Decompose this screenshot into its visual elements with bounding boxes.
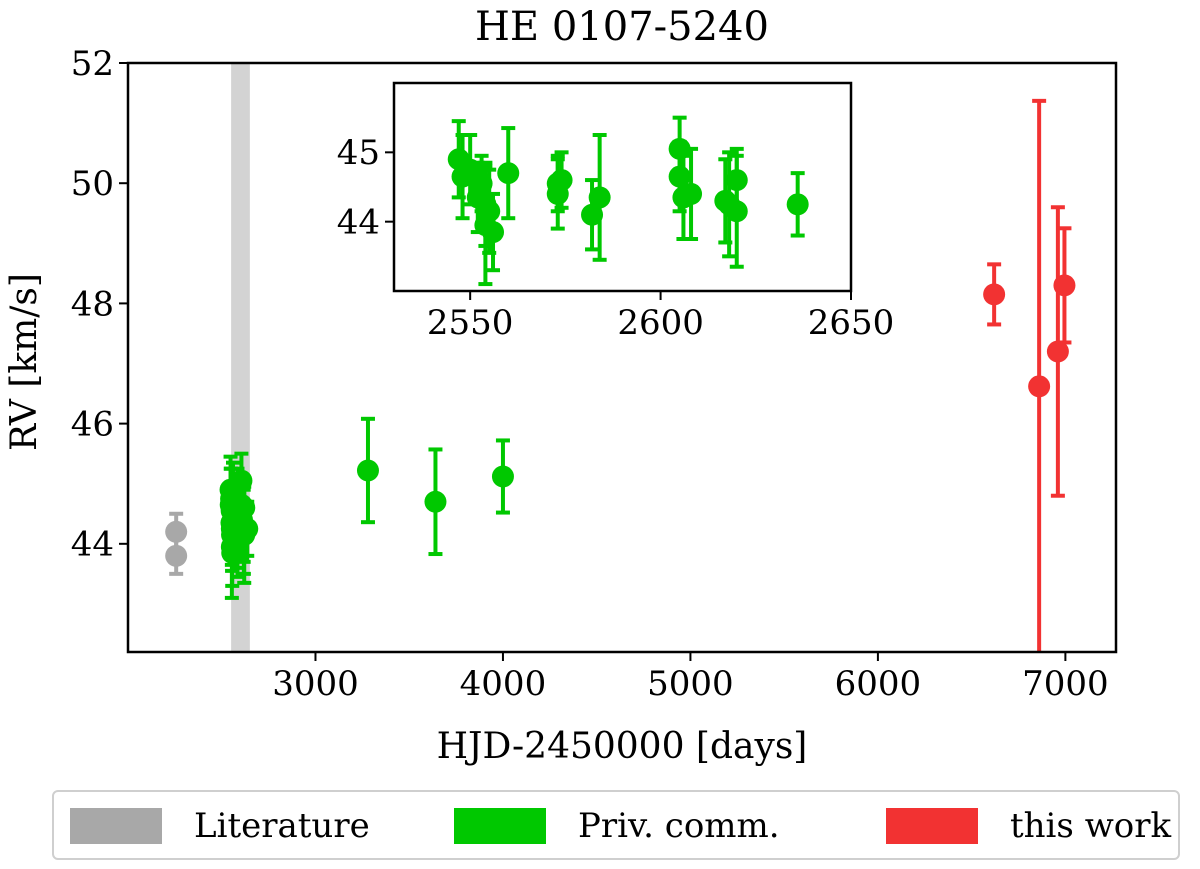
data-point: [983, 283, 1006, 306]
inset-priv-comm-point-9: [497, 126, 520, 221]
legend-label-literature: Literature: [194, 806, 370, 846]
inset-priv-comm-point-18: [680, 146, 703, 241]
data-point: [165, 544, 188, 567]
main-x-tick-label: 3000: [272, 664, 359, 704]
data-point: [1053, 274, 1076, 297]
y-axis-label: RV [km/s]: [4, 273, 45, 451]
data-point: [356, 459, 379, 482]
main-y-tick-label: 46: [71, 405, 114, 445]
data-point: [491, 465, 514, 488]
data-point: [725, 200, 748, 223]
data-point: [786, 193, 809, 216]
data-point: [482, 221, 505, 244]
inset-x-tick-label: 2600: [617, 303, 704, 343]
main-priv-comm-point-24: [356, 416, 379, 525]
data-point: [1046, 340, 1069, 363]
x-axis-label: HJD-2450000 [days]: [437, 726, 808, 767]
data-point: [588, 186, 611, 209]
main-frame: [126, 61, 1118, 654]
inset-series-priv-comm: [447, 115, 809, 287]
data-point: [581, 203, 604, 226]
inset-x-tick-label: 2650: [808, 303, 895, 343]
main-this-work-point-0: [983, 262, 1006, 327]
data-point: [497, 162, 520, 185]
inset-data-layer: [447, 115, 809, 287]
legend-label-priv-comm: Priv. comm.: [578, 806, 780, 846]
legend-item-literature: Literature: [70, 806, 370, 846]
chart-title: HE 0107-5240: [475, 4, 769, 50]
this-work-swatch: [886, 808, 978, 844]
inset-plot-area: 2550 2600 2650 44 45: [337, 81, 895, 343]
data-point: [236, 517, 259, 540]
inset-x-tick-label: 2550: [427, 303, 514, 343]
main-priv-comm-point-23: [236, 499, 259, 558]
inset-y-tick-label: 44: [337, 203, 380, 243]
literature-swatch: [70, 808, 162, 844]
legend-label-this-work: this work: [1010, 806, 1172, 846]
main-x-tick-label: 4000: [460, 664, 547, 704]
data-point: [424, 490, 447, 513]
main-this-work-point-1: [1028, 98, 1051, 652]
main-series-this-work: [983, 98, 1076, 652]
main-literature-point-1: [165, 535, 188, 576]
main-x-tick-label: 7000: [1022, 664, 1109, 704]
main-y-tick-label: 50: [71, 164, 114, 204]
main-series-priv-comm: [219, 416, 514, 600]
data-point: [680, 182, 703, 205]
data-point: [550, 169, 573, 192]
main-x-tick-label: 5000: [647, 664, 734, 704]
main-this-work-point-3: [1053, 226, 1076, 345]
main-priv-comm-point-26: [491, 438, 514, 515]
priv-comm-swatch: [454, 808, 546, 844]
main-y-tick-label: 48: [71, 284, 114, 324]
inset-priv-comm-point-12: [550, 150, 573, 210]
main-y-tick-label: 52: [71, 44, 114, 84]
data-point: [1028, 375, 1051, 398]
main-y-tick-label: 44: [71, 525, 114, 565]
main-data-layer: [165, 98, 1076, 652]
legend: Literature Priv. comm. this work: [52, 790, 1180, 860]
legend-item-this-work: this work: [886, 806, 1171, 846]
legend-item-priv-comm: Priv. comm.: [454, 806, 780, 846]
inset-priv-comm-point-22: [725, 153, 748, 269]
data-point: [478, 200, 501, 223]
inset-priv-comm-point-14: [588, 133, 611, 262]
rv-chart: HE 0107-5240 3000 4000 5000 6000 7000 44 46 48 5…: [4, 4, 1118, 767]
main-series-literature: [165, 511, 188, 576]
inset-priv-comm-point-8: [482, 191, 505, 273]
inset-priv-comm-point-23: [786, 171, 809, 238]
inset-frame: [392, 81, 853, 293]
inset-y-tick-label: 45: [337, 133, 380, 173]
main-priv-comm-point-25: [424, 447, 447, 557]
main-this-work-point-2: [1046, 205, 1069, 498]
main-x-tick-label: 6000: [835, 664, 922, 704]
